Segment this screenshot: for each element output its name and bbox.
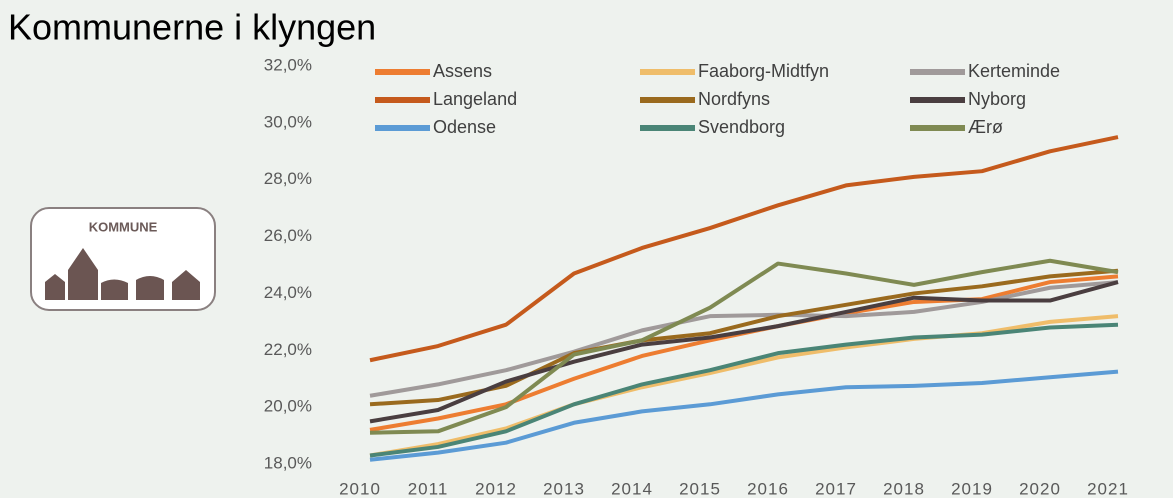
x-tick-label: 2019 xyxy=(951,479,993,498)
legend-label: Svendborg xyxy=(698,117,785,137)
chart-title: Kommunerne i klyngen xyxy=(8,7,376,48)
y-tick-label: 28,0% xyxy=(264,169,312,188)
kommune-icon: KOMMUNE xyxy=(30,207,216,311)
x-tick-label: 2011 xyxy=(408,479,449,498)
series-line xyxy=(369,280,1119,424)
x-tick-label: 2018 xyxy=(883,479,925,498)
legend-label: Assens xyxy=(433,61,492,81)
series-line xyxy=(369,268,1119,407)
x-tick-label: 2016 xyxy=(747,479,789,498)
series-line xyxy=(369,314,1119,458)
y-tick-label: 20,0% xyxy=(264,397,312,416)
legend-label: Nyborg xyxy=(968,89,1026,109)
y-tick-label: 30,0% xyxy=(264,112,312,131)
icon-label: KOMMUNE xyxy=(89,219,158,234)
x-tick-label: 2010 xyxy=(339,479,381,498)
y-tick-label: 26,0% xyxy=(264,226,312,245)
y-tick-label: 32,0% xyxy=(264,55,312,74)
y-tick-label: 18,0% xyxy=(264,453,312,472)
y-tick-label: 24,0% xyxy=(264,283,312,302)
x-tick-label: 2021 xyxy=(1087,479,1129,498)
series-line xyxy=(369,369,1119,462)
series-line xyxy=(369,258,1119,435)
y-tick-label: 22,0% xyxy=(264,340,312,359)
series-line xyxy=(369,322,1119,458)
icon-houses xyxy=(45,248,200,300)
x-tick-label: 2015 xyxy=(679,479,721,498)
legend-label: Odense xyxy=(433,117,496,137)
legend-label: Langeland xyxy=(433,89,517,109)
x-tick-label: 2012 xyxy=(475,479,517,498)
series-line xyxy=(369,135,1119,363)
x-tick-label: 2013 xyxy=(543,479,585,498)
x-tick-label: 2014 xyxy=(611,479,653,498)
legend-label: Nordfyns xyxy=(698,89,770,109)
x-tick-label: 2020 xyxy=(1019,479,1061,498)
x-tick-label: 2017 xyxy=(815,479,857,498)
legend-label: Faaborg-Midtfyn xyxy=(698,61,829,81)
legend-label: Ærø xyxy=(968,117,1003,137)
legend-label: Kerteminde xyxy=(968,61,1060,81)
